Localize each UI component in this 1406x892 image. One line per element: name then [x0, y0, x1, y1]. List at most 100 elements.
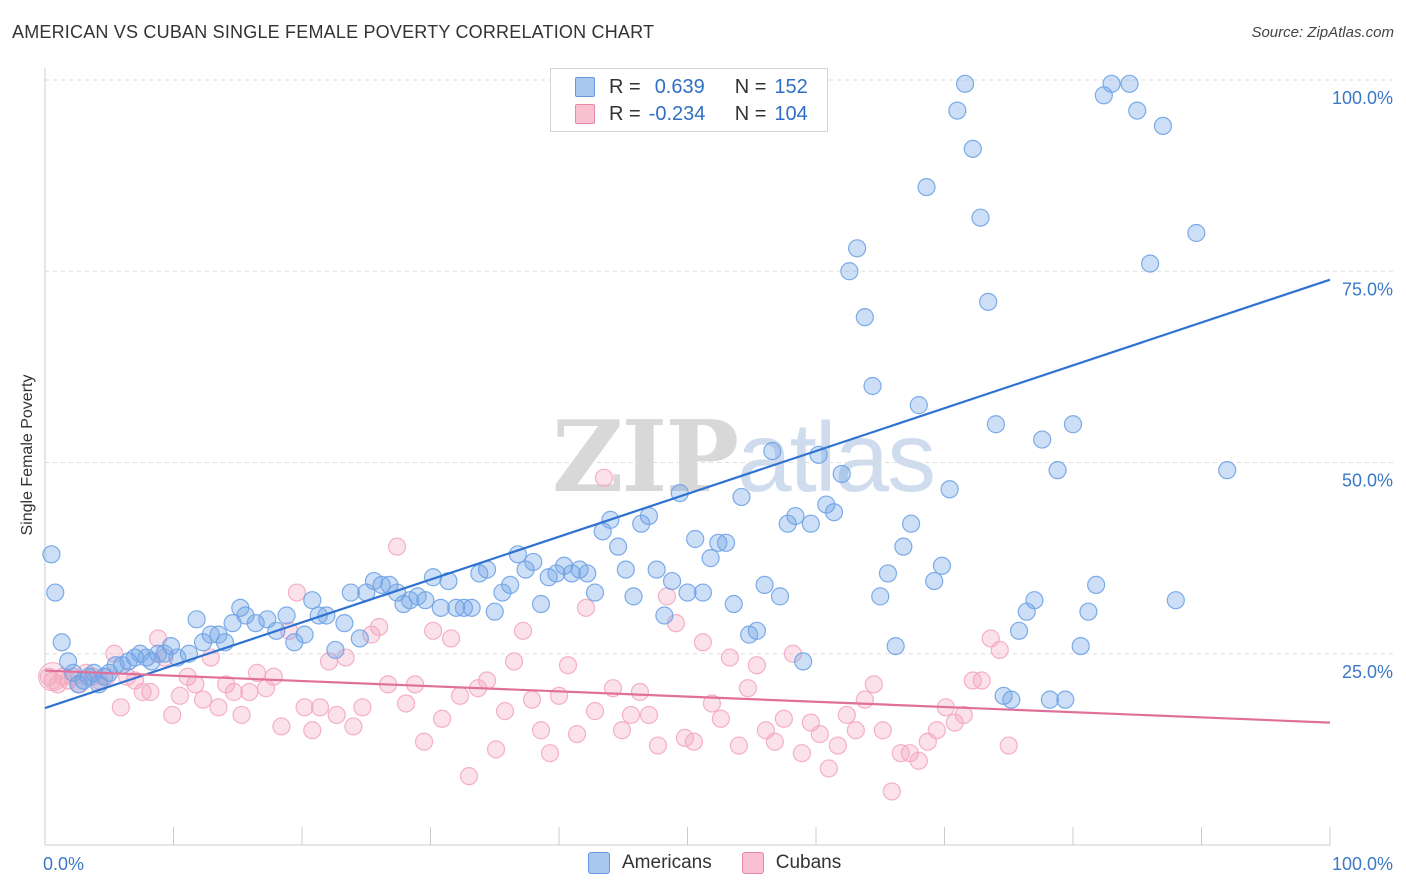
legend-n-label: N =	[734, 102, 767, 125]
americans-point	[824, 503, 844, 522]
americans-point	[341, 583, 360, 602]
cubans-point	[585, 702, 605, 721]
cubans-point	[630, 682, 650, 702]
watermark-atlas: atlas	[737, 402, 936, 512]
cubans-point	[558, 656, 578, 675]
cubans-point	[711, 709, 731, 728]
americans-point	[616, 560, 635, 579]
legend-r-value: 0.639	[654, 75, 705, 98]
x-tick-label: 100.0%	[1332, 854, 1393, 874]
americans-point	[416, 591, 435, 610]
americans-point	[1009, 621, 1029, 640]
cubans-trend-line	[44, 669, 1331, 724]
cubans-point	[163, 705, 182, 725]
legend-row-cubans: R = -0.234 N = 104	[575, 102, 808, 126]
americans-point	[1166, 591, 1185, 610]
americans-point	[423, 568, 443, 587]
americans-point	[1048, 461, 1067, 480]
cubans-point	[729, 736, 749, 755]
cubans-point	[387, 537, 407, 556]
cubans-point	[459, 767, 479, 786]
americans-point	[632, 514, 651, 533]
americans-point	[794, 652, 813, 671]
cubans-point	[657, 587, 677, 606]
americans-point	[454, 598, 474, 617]
americans-trend-line	[44, 278, 1331, 710]
cubans-point	[675, 728, 695, 748]
cubans-point	[702, 694, 722, 713]
cubans-point	[111, 698, 130, 717]
americans-point	[246, 614, 265, 633]
cubans-point	[272, 717, 291, 736]
cubans-point	[217, 675, 236, 694]
cubans-series	[38, 468, 1018, 801]
americans-point	[655, 606, 674, 625]
americans-point	[678, 583, 697, 602]
cubans-point	[882, 782, 901, 801]
americans-point	[59, 652, 78, 671]
cubans-point	[310, 698, 330, 717]
americans-point	[317, 606, 336, 625]
cubans-point	[141, 682, 160, 702]
americans-point	[516, 560, 535, 579]
cubans-point	[909, 751, 928, 770]
americans-point	[886, 636, 905, 656]
cubans-point	[648, 736, 668, 755]
americans-point	[979, 292, 998, 311]
source-label: Source: ZipAtlas.com	[1251, 24, 1394, 41]
x-tick-label: 0.0%	[43, 854, 84, 874]
americans-point	[955, 74, 975, 93]
americans-point	[531, 594, 551, 614]
cubans-point	[792, 744, 811, 763]
cubans-point	[193, 690, 213, 709]
cubans-point	[264, 667, 283, 686]
americans-point	[236, 606, 255, 625]
americans-point	[1063, 415, 1083, 434]
cubans-point	[303, 721, 322, 740]
cubans-point	[224, 682, 243, 702]
americans-point	[948, 101, 967, 120]
americans-point	[716, 533, 736, 552]
legend-n-value: 152	[774, 75, 808, 98]
americans-point	[817, 495, 836, 514]
cubans-point	[450, 686, 470, 705]
cubans-point	[783, 644, 802, 663]
cubans-point	[684, 732, 704, 751]
cubans-point	[232, 705, 251, 725]
americans-point	[524, 552, 543, 572]
americans-point	[932, 556, 952, 575]
cubans-point	[927, 721, 946, 740]
americans-point	[909, 396, 928, 415]
cubans-point	[513, 621, 533, 640]
legend-swatch-americans	[588, 852, 610, 874]
legend-swatch-cubans	[741, 852, 764, 874]
americans-point	[372, 575, 391, 595]
americans-point	[187, 610, 206, 629]
cubans-point	[990, 640, 1009, 660]
americans-point	[193, 633, 213, 652]
americans-point	[686, 529, 705, 549]
legend-swatch-americans	[575, 77, 595, 97]
americans-point	[848, 239, 867, 258]
americans-point	[350, 629, 369, 648]
cubans-point	[540, 744, 560, 763]
americans-point	[925, 571, 944, 591]
cubans-point	[370, 617, 389, 637]
americans-point	[1033, 430, 1052, 449]
legend-item-cubans: Cubans	[741, 852, 841, 874]
americans-point	[878, 564, 898, 583]
cubans-point	[810, 724, 829, 744]
americans-point	[326, 640, 345, 660]
gridlines	[45, 79, 1395, 655]
americans-point	[1040, 690, 1059, 709]
americans-point	[1140, 254, 1160, 273]
legend-item-americans: Americans	[588, 852, 712, 874]
y-tick-label: 25.0%	[1342, 662, 1393, 682]
americans-point	[770, 587, 790, 606]
americans-point	[1153, 116, 1173, 136]
cubans-point	[477, 671, 497, 690]
americans-point	[763, 441, 782, 461]
americans-point	[1002, 690, 1021, 709]
y-axis-label: Single Female Poverty	[19, 374, 36, 536]
cubans-point	[495, 702, 515, 721]
